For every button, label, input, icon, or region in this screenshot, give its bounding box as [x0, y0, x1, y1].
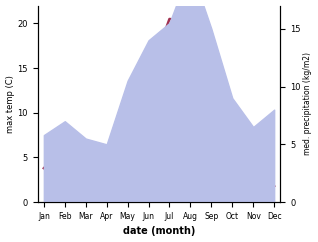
X-axis label: date (month): date (month) — [123, 227, 195, 236]
Y-axis label: max temp (C): max temp (C) — [5, 75, 15, 133]
Y-axis label: med. precipitation (kg/m2): med. precipitation (kg/m2) — [303, 52, 313, 155]
